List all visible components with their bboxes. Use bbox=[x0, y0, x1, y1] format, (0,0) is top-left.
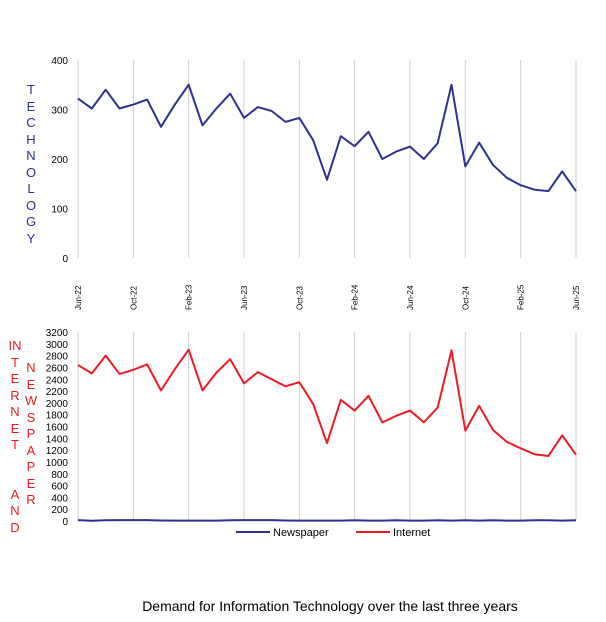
y-tick-label: 1000 bbox=[46, 458, 69, 469]
y-tick-label: 1200 bbox=[46, 446, 69, 457]
y-tick-label: 200 bbox=[51, 505, 68, 516]
y-tick-label: 600 bbox=[51, 482, 68, 493]
y-tick-label: 300 bbox=[51, 106, 68, 117]
series-line-internet bbox=[77, 348, 577, 458]
x-tick-label: Jun-22 bbox=[74, 285, 83, 310]
x-tick-label: Feb-24 bbox=[351, 284, 360, 310]
y-tick-label: 1800 bbox=[46, 411, 69, 422]
y-tick-label: 1400 bbox=[46, 434, 69, 445]
y-tick-label: 2200 bbox=[46, 387, 69, 398]
y-tick-label: 2800 bbox=[46, 352, 69, 363]
y-tick-label: 400 bbox=[51, 493, 68, 504]
internet-and-text: INTERNET AND bbox=[8, 338, 22, 535]
legend-label-internet: Internet bbox=[393, 527, 430, 539]
y-tick-label: 2400 bbox=[46, 375, 69, 386]
chart-title: Demand for Information Technology over t… bbox=[142, 598, 518, 614]
x-tick-label: Oct-23 bbox=[295, 285, 304, 310]
y-tick-label: 1600 bbox=[46, 423, 69, 434]
technology-axis-label: TECHNOLOGY bbox=[25, 82, 37, 246]
y-tick-label: 2600 bbox=[46, 363, 69, 374]
x-tick-label: Jun-25 bbox=[572, 285, 581, 310]
series-line-technology bbox=[77, 83, 577, 193]
legend-label-newspaper: Newspaper bbox=[273, 527, 329, 539]
x-tick-label: Feb-23 bbox=[185, 284, 194, 310]
y-tick-label: 200 bbox=[51, 155, 68, 166]
x-tick-label: Jun-24 bbox=[406, 285, 415, 310]
x-tick-label: Oct-22 bbox=[129, 285, 138, 310]
y-tick-label: 3000 bbox=[46, 340, 69, 351]
x-tick-label: Feb-25 bbox=[517, 284, 526, 310]
y-tick-label: 2000 bbox=[46, 399, 69, 410]
x-tick-label: Jun-23 bbox=[240, 285, 249, 310]
y-tick-label: 3200 bbox=[46, 328, 69, 339]
newspaper-axis-label: NEWSPAPER bbox=[24, 360, 38, 507]
y-tick-label: 800 bbox=[51, 470, 68, 481]
internet-and-axis-label: INTERNET AND bbox=[8, 338, 22, 538]
y-tick-label: 0 bbox=[62, 517, 68, 528]
y-tick-label: 100 bbox=[51, 205, 68, 216]
y-tick-label: 400 bbox=[51, 56, 68, 67]
y-tick-label: 0 bbox=[62, 254, 68, 265]
x-tick-label: Oct-24 bbox=[461, 285, 470, 310]
